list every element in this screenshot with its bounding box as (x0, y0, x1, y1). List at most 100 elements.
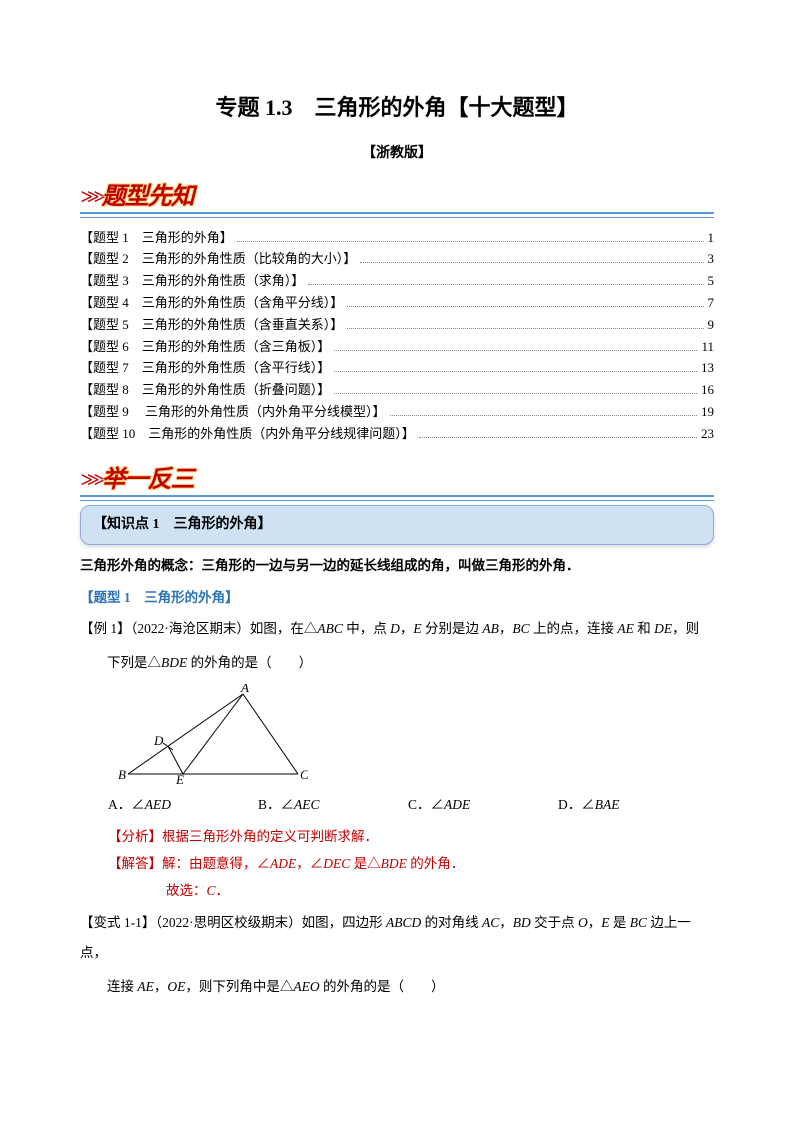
text: ， (499, 621, 513, 636)
math: BC (512, 621, 529, 636)
svg-text:C: C (300, 767, 308, 782)
text: 和 (634, 621, 654, 636)
toc-page: 11 (701, 337, 714, 358)
toc-page: 13 (701, 358, 714, 379)
math: BC (630, 915, 647, 930)
banner-text: 题型先知 (102, 184, 194, 210)
text: 根据三角形外角的定义可判断求解． (162, 829, 378, 844)
triangle-figure: A B C D E (108, 684, 714, 792)
toc-dots (360, 261, 703, 263)
toc-row: 【题型 9 三角形的外角性质（内外角平分线模型）】 19 (80, 402, 714, 423)
text: ． (216, 883, 230, 898)
toc-label: 【题型 7 三角形的外角性质（含平行线）】 (80, 358, 330, 379)
label: 【分析】 (108, 829, 162, 844)
text: 是△ (350, 856, 380, 871)
math: ADE (270, 856, 296, 871)
text: 故选： (166, 883, 207, 898)
text: ，∠ (296, 856, 323, 871)
math: BDE (381, 856, 407, 871)
text: 上的点，连接 (530, 621, 618, 636)
page-subtitle: 【浙教版】 (80, 143, 714, 165)
toc-row: 【题型 10 三角形的外角性质（内外角平分线规律问题）】 23 (80, 424, 714, 445)
option-d: D．∠BAE (558, 794, 708, 816)
toc-dots (308, 283, 703, 285)
toc-dots (334, 370, 697, 372)
page-title: 专题 1.3 三角形的外角【十大题型】 (80, 90, 714, 125)
toc-page: 1 (708, 228, 715, 249)
option-c: C．∠ADE (408, 794, 558, 816)
text: 的外角的是（ ） (320, 979, 445, 994)
answer-line: 【解答】解：由题意得，∠ADE，∠DEC 是△BDE 的外角． (108, 850, 714, 877)
text: ， (499, 915, 513, 930)
toc-row: 【题型 6 三角形的外角性质（含三角板）】11 (80, 337, 714, 358)
text: A．∠ (108, 797, 145, 812)
toc-row: 【题型 8 三角形的外角性质（折叠问题）】 16 (80, 380, 714, 401)
text: 的外角． (407, 856, 464, 871)
knowledge-box: 【知识点 1 三角形的外角】 (80, 505, 714, 545)
math: BDE (161, 655, 187, 670)
svg-text:A: A (240, 684, 249, 695)
math: AED (145, 797, 171, 812)
text: 的对角线 (421, 915, 482, 930)
toc-page: 16 (701, 380, 714, 401)
text: ， (154, 979, 168, 994)
text: ， (400, 621, 414, 636)
svg-text:B: B (118, 767, 126, 782)
toc-page: 23 (701, 424, 714, 445)
example-text: 【例 1】（2022·海沧区期末）如图，在△ABC 中，点 D，E 分别是边 A… (80, 614, 714, 644)
example-text-2: 下列是△BDE 的外角的是（ ） (80, 648, 714, 678)
table-of-contents: 【题型 1 三角形的外角】1 【题型 2 三角形的外角性质（比较角的大小）】3 … (80, 228, 714, 445)
option-b: B．∠AEC (258, 794, 408, 816)
toc-dots (334, 349, 697, 351)
toc-label: 【题型 1 三角形的外角】 (80, 228, 233, 249)
conclusion-line: 故选：C． (166, 877, 714, 904)
math: D (390, 621, 400, 636)
text: 中，点 (343, 621, 390, 636)
math: DE (654, 621, 672, 636)
svg-text:E: E (175, 772, 184, 784)
toc-label: 【题型 9 三角形的外角性质（内外角平分线模型）】 (80, 402, 386, 423)
math: BD (513, 915, 531, 930)
banner-preview: >>>题型先知 (80, 178, 714, 214)
section-title: 【题型 1 三角形的外角】 (80, 587, 714, 609)
options-row: A．∠AED B．∠AEC C．∠ADE D．∠BAE (108, 794, 714, 816)
toc-row: 【题型 5 三角形的外角性质（含垂直关系）】 9 (80, 315, 714, 336)
text: D．∠ (558, 797, 595, 812)
toc-row: 【题型 7 三角形的外角性质（含平行线）】 13 (80, 358, 714, 379)
label: 【解答】 (108, 856, 162, 871)
math: C (207, 883, 216, 898)
toc-dots (347, 305, 703, 307)
toc-dots (237, 240, 704, 242)
math: DEC (323, 856, 350, 871)
toc-page: 9 (708, 315, 715, 336)
math: BAE (595, 797, 620, 812)
text: 解：由题意得，∠ (162, 856, 270, 871)
variant-text: 【变式 1-1】（2022·思明区校级期末）如图，四边形 ABCD 的对角线 A… (80, 908, 714, 967)
toc-page: 7 (708, 293, 715, 314)
option-a: A．∠AED (108, 794, 258, 816)
banner-practice: >>>举一反三 (80, 461, 714, 497)
math: AE (137, 979, 154, 994)
toc-label: 【题型 8 三角形的外角性质（折叠问题）】 (80, 380, 330, 401)
banner-arrow-icon: >>> (80, 184, 100, 209)
math: AB (482, 621, 499, 636)
analysis-line: 【分析】根据三角形外角的定义可判断求解． (108, 823, 714, 850)
text: 的外角的是（ ） (187, 655, 312, 670)
math: ABCD (386, 915, 421, 930)
text: 是 (610, 915, 630, 930)
toc-page: 19 (701, 402, 714, 423)
toc-row: 【题型 1 三角形的外角】 1 (80, 228, 714, 249)
math: OE (167, 979, 185, 994)
math: AE (617, 621, 634, 636)
toc-row: 【题型 2 三角形的外角性质（比较角的大小）】3 (80, 249, 714, 270)
toc-row: 【题型 4 三角形的外角性质（含角平分线）】7 (80, 293, 714, 314)
text: 下列是△ (107, 655, 161, 670)
toc-label: 【题型 10 三角形的外角性质（内外角平分线规律问题）】 (80, 424, 415, 445)
math: AEC (294, 797, 320, 812)
text: 连接 (107, 979, 137, 994)
math: E (413, 621, 421, 636)
math: AEO (293, 979, 319, 994)
text: C．∠ (408, 797, 444, 812)
toc-label: 【题型 5 三角形的外角性质（含垂直关系）】 (80, 315, 343, 336)
math: O (578, 915, 588, 930)
